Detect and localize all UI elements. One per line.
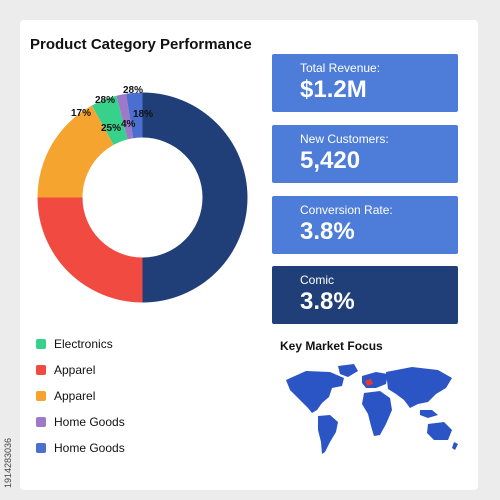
australia-shape [427, 422, 452, 440]
legend-label: Apparel [54, 363, 96, 377]
legend-item-home-goods-purple: Home Goods [36, 409, 236, 435]
africa-shape [362, 391, 392, 436]
world-map-svg [286, 364, 458, 454]
donut-slice-0 [142, 92, 248, 303]
dashboard-title: Product Category Performance [30, 36, 252, 53]
map-title: Key Market Focus [280, 339, 383, 353]
europe-shape [362, 372, 388, 388]
new-zealand-shape [452, 442, 458, 450]
greenland-shape [338, 364, 358, 377]
donut-data-label-3: 4% [121, 119, 136, 130]
highlighted-market-shape [365, 379, 373, 386]
chart-legend: Electronics Apparel Apparel Home Goods H… [36, 331, 236, 461]
kpi-value: 3.8% [300, 218, 355, 245]
legend-label: Home Goods [54, 441, 125, 455]
kpi-card-comic: Comic 3.8% [272, 266, 458, 324]
donut-slice-5 [126, 92, 143, 139]
kpi-value: $1.2M [300, 76, 367, 103]
donut-data-label-4: 28% [123, 85, 143, 96]
legend-item-apparel-red: Apparel [36, 357, 236, 383]
donut-slice-1 [37, 197, 143, 303]
donut-chart-svg: 17% 28% 25% 4% 28% 18% [37, 85, 248, 303]
legend-swatch-home-goods-blue [36, 443, 46, 453]
donut-slice-2 [37, 105, 114, 198]
kpi-label: Conversion Rate: [300, 203, 393, 217]
donut-data-label-5: 18% [133, 109, 153, 120]
south-america-shape [318, 415, 338, 454]
legend-label: Home Goods [54, 415, 125, 429]
legend-item-home-goods-blue: Home Goods [36, 435, 236, 461]
donut-data-label-2: 25% [101, 123, 121, 134]
donut-data-label-0: 17% [71, 108, 91, 119]
kpi-value: 3.8% [300, 288, 355, 315]
donut-slice-4 [116, 93, 134, 140]
asia-shape [386, 367, 452, 408]
legend-item-electronics: Electronics [36, 331, 236, 357]
legend-label: Apparel [54, 389, 96, 403]
world-map [272, 358, 460, 460]
legend-item-apparel-orange: Apparel [36, 383, 236, 409]
kpi-label: Total Revenue: [300, 61, 381, 75]
kpi-label: New Customers: [300, 132, 389, 146]
category-donut-chart: 17% 28% 25% 4% 28% 18% [35, 85, 250, 305]
legend-label: Electronics [54, 337, 113, 351]
kpi-value: 5,420 [300, 147, 361, 174]
southeast-asia-shape [420, 410, 438, 418]
legend-swatch-apparel-orange [36, 391, 46, 401]
kpi-card-conversion-rate: Conversion Rate: 3.8% [272, 196, 458, 254]
donut-slice-3 [91, 95, 128, 145]
kpi-card-total-revenue: Total Revenue: $1.2M [272, 54, 458, 112]
kpi-card-new-customers: New Customers: 5,420 [272, 125, 458, 183]
legend-swatch-home-goods-purple [36, 417, 46, 427]
watermark-id: 1914283036 [3, 437, 13, 488]
north-america-shape [286, 371, 344, 413]
legend-swatch-apparel-red [36, 365, 46, 375]
donut-data-label-1: 28% [95, 95, 115, 106]
legend-swatch-electronics [36, 339, 46, 349]
kpi-label: Comic [300, 273, 335, 287]
stock-watermark: 1914283036 [1, 380, 15, 490]
